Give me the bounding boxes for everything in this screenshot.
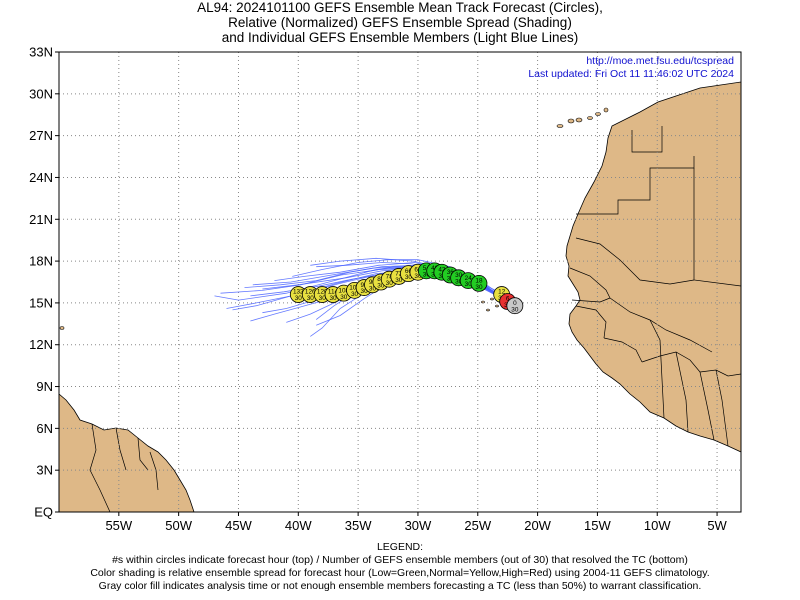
member-count-label: 30: [307, 295, 315, 302]
lat-tick-label: 9N: [36, 379, 53, 394]
forecast-hour-label: 24: [465, 275, 473, 282]
lat-tick-label: 30N: [29, 86, 53, 101]
legend-line-2: Color shading is relative ensemble sprea…: [90, 567, 710, 579]
credit-url[interactable]: http://moe.met.fsu.edu/tcspread: [586, 55, 734, 67]
lat-tick-label: 15N: [29, 295, 53, 310]
member-count-label: 30: [295, 295, 303, 302]
title-line-1: AL94: 2024101100 GEFS Ensemble Mean Trac…: [197, 0, 603, 15]
lat-tick-label: 21N: [29, 212, 53, 227]
lat-tick-label: EQ: [34, 505, 53, 520]
caribbean-island: [59, 326, 65, 330]
forecast-hour-label: 78: [386, 273, 394, 280]
forecast-hour-label: 0: [513, 300, 517, 307]
track-circle: [506, 297, 524, 315]
member-count-label: 30: [329, 295, 337, 302]
member-count-label: 30: [423, 271, 431, 278]
lat-tick-label: 12N: [29, 337, 53, 352]
forecast-hour-label: 108: [338, 287, 349, 294]
forecast-hour-label: 126: [305, 289, 316, 296]
forecast-hour-label: 120: [317, 289, 328, 296]
title-line-3: and Individual GEFS Ensemble Members (Li…: [221, 30, 579, 45]
lon-tick-label: 10W: [644, 518, 671, 533]
forecast-hour-label: 72: [395, 271, 403, 278]
forecast-hour-label: 54: [423, 265, 431, 272]
member-count-label: 30: [455, 278, 463, 285]
forecast-hour-label: 12: [498, 289, 506, 296]
lon-tick-label: 55W: [105, 518, 132, 533]
member-count-label: 30: [405, 274, 413, 281]
lat-tick-label: 18N: [29, 254, 53, 269]
graticule: [59, 52, 741, 512]
lat-tick-label: 33N: [29, 45, 53, 60]
forecast-hour-label: 6: [506, 296, 510, 303]
member-count-label: 30: [340, 294, 348, 301]
lon-tick-label: 15W: [584, 518, 611, 533]
lat-tick-label: 27N: [29, 128, 53, 143]
lon-tick-label: 25W: [464, 518, 491, 533]
lat-tick-label: 6N: [36, 421, 53, 436]
forecast-hour-label: 36: [447, 269, 455, 276]
country-borders: [569, 126, 741, 447]
forecast-hour-label: 66: [405, 268, 413, 275]
lon-tick-label: 35W: [345, 518, 372, 533]
track-point: 030: [506, 297, 524, 315]
member-count-label: 30: [465, 281, 473, 288]
legend: LEGEND: #s within circles indicate forec…: [0, 541, 800, 593]
lon-tick-label: 20W: [524, 518, 551, 533]
lon-tick-label: 5W: [707, 518, 727, 533]
member-count-label: 30: [511, 306, 519, 313]
forecast-hour-label: 42: [438, 266, 446, 273]
atlantic-islands: [481, 107, 609, 312]
title-line-2: Relative (Normalized) GEFS Ensemble Spre…: [228, 15, 572, 30]
lon-tick-label: 40W: [285, 518, 312, 533]
forecast-hour-label: 18: [475, 278, 483, 285]
lon-tick-label: 45W: [225, 518, 252, 533]
member-count-label: 30: [414, 273, 422, 280]
forecast-hour-label: 132: [293, 289, 304, 296]
lat-tick-label: 24N: [29, 170, 53, 185]
lon-tick-label: 50W: [165, 518, 192, 533]
south-america-landmass: [59, 393, 195, 512]
legend-line-1: #s within circles indicate forecast hour…: [112, 554, 688, 566]
member-count-label: 30: [395, 277, 403, 284]
track-circle: [470, 274, 488, 292]
map-frame: [58, 51, 742, 513]
member-count-label: 30: [319, 295, 327, 302]
mean-track: 1323012630120301143010830102309630903084…: [289, 262, 524, 315]
land-layer: [59, 81, 741, 512]
lon-tick-label: 30W: [405, 518, 432, 533]
credit-updated: Last updated: Fri Oct 11 11:46:02 UTC 20…: [528, 68, 734, 80]
member-count-label: 30: [369, 285, 377, 292]
member-count-label: 30: [361, 288, 369, 295]
axis-ticks: 33N 30N 27N 24N 21N 18N 15N 12N 9N 6N 3N EQ 55W 50W 45…: [29, 45, 727, 534]
legend-heading: LEGEND:: [376, 541, 424, 553]
member-count-label: 30: [377, 283, 385, 290]
forecast-hour-label: 114: [328, 289, 339, 296]
forecast-hour-label: 30: [455, 272, 463, 279]
legend-line-3: Gray color fill indicates analysis time …: [98, 580, 702, 592]
member-count-label: 30: [351, 291, 359, 298]
chart-title: AL94: 2024101100 GEFS Ensemble Mean Trac…: [0, 0, 800, 45]
africa-landmass: [565, 81, 741, 512]
member-count-label: 30: [386, 280, 394, 287]
forecast-hour-label: 102: [349, 285, 360, 292]
lat-tick-label: 3N: [36, 463, 53, 478]
member-count-label: 30: [475, 284, 483, 291]
